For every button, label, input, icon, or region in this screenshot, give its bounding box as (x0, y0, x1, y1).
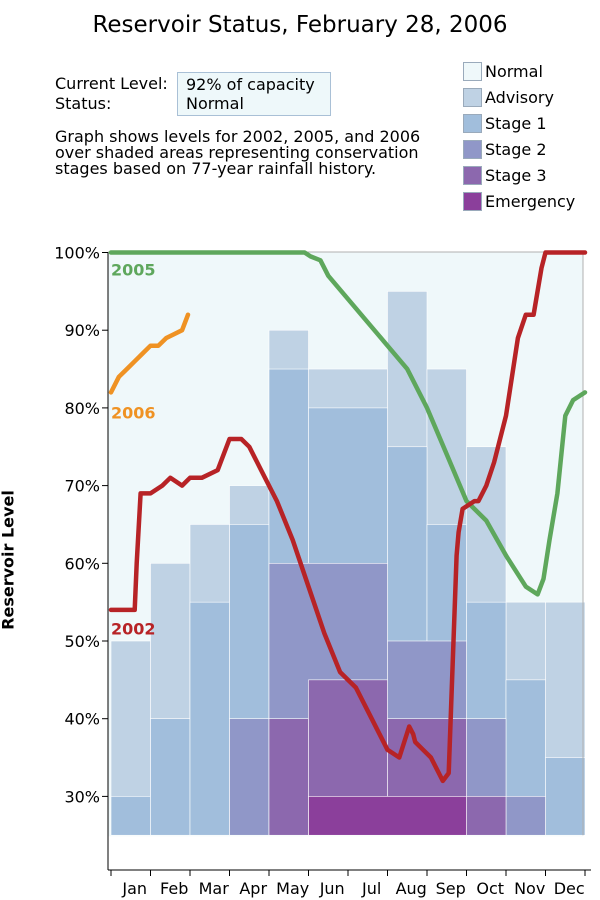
series-label-2002: 2002 (111, 620, 156, 639)
y-tick-label: 100% (54, 244, 100, 263)
note-line: Graph shows levels for 2002, 2005, and 2… (55, 127, 421, 146)
series-line-2002 (108, 250, 588, 784)
stage-region-stage-1 (308, 407, 388, 836)
series-label-2006: 2006 (111, 404, 156, 423)
chart-description: Graph shows levels for 2002, 2005, and 2… (55, 129, 455, 177)
stage-region-advisory (110, 640, 151, 836)
stage-region-stage-2 (268, 562, 388, 836)
stage-region-stage-3 (466, 796, 507, 836)
current-level-label: Current Level: (55, 74, 168, 93)
stage-region-stage-2 (505, 796, 546, 836)
y-tick-label: 60% (64, 554, 100, 573)
x-tick-label: Nov (514, 879, 545, 898)
stage-region-advisory (505, 601, 546, 836)
y-tick-label: 70% (64, 477, 100, 496)
stage-region-emergency (308, 796, 467, 836)
stage-region-stage-1 (466, 601, 507, 836)
x-tick-label: Oct (476, 879, 504, 898)
note-line: over shaded areas representing conservat… (55, 143, 419, 162)
normal-zone (108, 252, 583, 837)
stage-region-stage-1 (545, 757, 586, 836)
legend-swatch (463, 62, 482, 81)
x-tick-label: Jun (319, 879, 345, 898)
stage-region-stage-1 (426, 524, 467, 836)
x-tick-label: Aug (396, 879, 427, 898)
stage-region-stage-1 (150, 718, 191, 836)
y-tick-label: 90% (64, 321, 100, 340)
status-value-box: 92% of capacity Normal (177, 72, 331, 116)
x-tick-label: Jul (361, 879, 381, 898)
stage-region-stage-2 (466, 718, 507, 836)
series-line-2006 (108, 312, 191, 395)
stage-region-advisory (308, 368, 388, 836)
legend-swatch (463, 88, 482, 107)
stage-region-advisory (466, 446, 507, 836)
legend-label: Stage 2 (485, 140, 547, 159)
x-tick-label: May (276, 879, 309, 898)
y-tick-label: 40% (64, 710, 100, 729)
stage-region-stage-1 (229, 524, 270, 836)
x-tick-label: Apr (239, 879, 267, 898)
legend-label: Normal (485, 62, 543, 81)
stage-region-stage-1 (268, 368, 309, 836)
stage-region-stage-3 (268, 718, 309, 836)
stage-region-stage-3 (387, 718, 467, 836)
series-label-2005: 2005 (111, 261, 156, 280)
stage-region-stage-1 (505, 679, 546, 836)
stage-region-advisory (189, 524, 230, 836)
legend-label: Advisory (485, 88, 554, 107)
page-title: Reservoir Status, February 28, 2006 (92, 12, 508, 38)
stage-region-advisory (387, 291, 428, 836)
y-axis-title-wrap: Reservoir Level (0, 490, 32, 630)
legend-swatch (463, 166, 482, 185)
x-tick-label: Jan (121, 879, 147, 898)
x-tick-label: Mar (199, 879, 230, 898)
y-axis-title: Reservoir Level (0, 490, 18, 630)
series-line-2005 (108, 250, 588, 597)
legend-swatch (463, 192, 482, 211)
stage-region-advisory (229, 485, 270, 836)
note-line: stages based on 77-year rainfall history… (55, 159, 377, 178)
stage-region-advisory (150, 562, 191, 836)
stage-region-stage-1 (189, 601, 230, 836)
stage-region-stage-2 (229, 718, 270, 836)
stage-region-stage-3 (308, 679, 388, 836)
x-tick-label: Dec (554, 879, 585, 898)
status-value: Normal (186, 94, 244, 113)
legend-swatch (463, 114, 482, 133)
stage-region-stage-1 (387, 446, 428, 836)
stage-region-advisory (545, 601, 586, 836)
legend-label: Stage 1 (485, 114, 547, 133)
y-tick-label: 80% (64, 399, 100, 418)
status-label: Status: (55, 94, 112, 113)
stage-region-stage-2 (387, 640, 467, 836)
y-tick-label: 50% (64, 632, 100, 651)
legend-label: Stage 3 (485, 166, 547, 185)
legend-swatch (463, 140, 482, 159)
legend-label: Emergency (485, 192, 576, 211)
x-tick-label: Feb (160, 879, 188, 898)
x-tick-label: Sep (436, 879, 466, 898)
y-tick-label: 30% (64, 787, 100, 806)
stage-region-advisory (268, 329, 309, 836)
current-level-value: 92% of capacity (186, 75, 315, 94)
stage-region-stage-1 (110, 796, 151, 836)
stage-region-advisory (426, 368, 467, 836)
